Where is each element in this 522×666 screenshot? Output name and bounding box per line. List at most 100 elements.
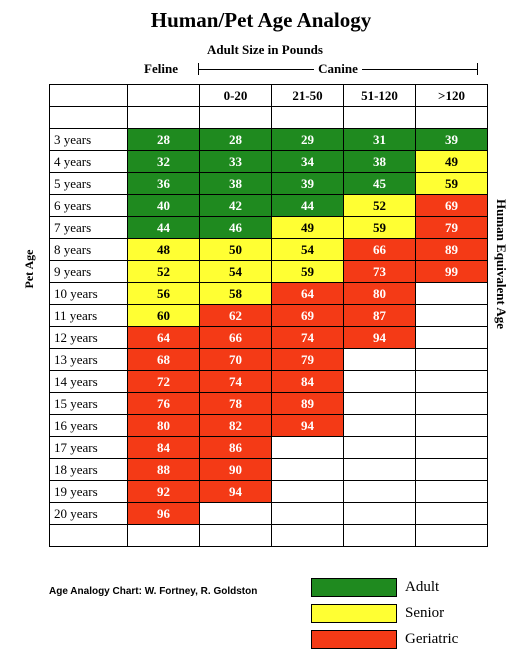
table-row: 5 years 36 38 39 45 59 [49,172,488,195]
chart-title: Human/Pet Age Analogy [150,8,372,32]
legend-swatch-adult [311,577,397,597]
human-age-cell: 69 [271,304,344,327]
legend-item-geriatric: Geriatric [311,626,458,652]
chart-subtitle: Adult Size in Pounds [207,42,323,57]
human-age-cell [415,326,488,349]
human-age-cell [343,414,416,437]
legend-label: Senior [405,604,445,621]
table-row: 6 years 40 42 44 52 69 [49,194,488,217]
column-header: 0-20 [199,84,272,107]
human-age-cell: 70 [199,348,272,371]
table-row: 10 years 56 58 64 80 [49,282,488,305]
legend: Adult Senior Geriatric [311,574,458,652]
pet-age-cell: 17 years [49,436,128,459]
human-age-cell: 52 [127,260,200,283]
human-age-cell [415,502,488,525]
pet-age-cell: 20 years [49,502,128,525]
legend-swatch-geriatric [311,629,397,649]
human-age-cell [271,458,344,481]
human-age-cell: 84 [271,370,344,393]
legend-item-senior: Senior [311,600,458,626]
human-age-cell: 99 [415,260,488,283]
human-age-cell: 39 [271,172,344,195]
human-age-cell: 59 [271,260,344,283]
human-age-cell [343,458,416,481]
human-age-cell [415,282,488,305]
table-row: 11 years 60 62 69 87 [49,304,488,327]
human-age-cell: 32 [127,150,200,173]
column-header: 51-120 [343,84,416,107]
human-age-cell: 42 [199,194,272,217]
table-row: 15 years 76 78 89 [49,392,488,415]
empty-cell [127,524,200,547]
legend-label: Geriatric [405,630,459,647]
human-age-cell: 78 [199,392,272,415]
human-age-cell: 73 [343,260,416,283]
pet-age-axis-label: Pet Age [22,249,36,289]
age-analogy-table: 0-20 21-50 51-120 >120 3 years 28 28 29 31 39 4 ye… [49,84,488,547]
empty-cell [199,106,272,129]
human-age-cell: 34 [271,150,344,173]
column-header [127,84,200,107]
human-age-cell: 44 [127,216,200,239]
empty-cell [415,524,488,547]
chart-credit: Age Analogy Chart: W. Fortney, R. Goldst… [49,586,258,597]
human-age-cell: 45 [343,172,416,195]
human-age-cell: 94 [199,480,272,503]
human-age-cell: 89 [271,392,344,415]
human-age-cell: 74 [199,370,272,393]
human-age-cell: 39 [415,128,488,151]
table-row: 20 years 96 [49,502,488,525]
human-age-cell: 94 [343,326,416,349]
human-age-cell: 64 [127,326,200,349]
pet-age-cell: 18 years [49,458,128,481]
human-age-cell: 82 [199,414,272,437]
human-age-cell: 90 [199,458,272,481]
human-age-cell: 59 [415,172,488,195]
human-age-cell [271,480,344,503]
pet-age-cell: 16 years [49,414,128,437]
empty-cell [271,524,344,547]
human-age-cell: 68 [127,348,200,371]
table-row: 13 years 68 70 79 [49,348,488,371]
human-age-cell [415,370,488,393]
human-age-cell: 38 [199,172,272,195]
human-age-cell: 54 [271,238,344,261]
pet-age-cell: 10 years [49,282,128,305]
empty-cell [49,106,128,129]
canine-bracket-right-tick [477,63,478,75]
human-age-cell: 28 [199,128,272,151]
human-age-cell: 46 [199,216,272,239]
pet-age-cell: 13 years [49,348,128,371]
human-age-cell: 89 [415,238,488,261]
human-age-cell [343,392,416,415]
human-age-cell: 28 [127,128,200,151]
human-age-cell: 33 [199,150,272,173]
pet-age-cell: 4 years [49,150,128,173]
human-age-cell: 96 [127,502,200,525]
human-age-cell: 92 [127,480,200,503]
human-age-cell: 49 [415,150,488,173]
human-age-cell [415,414,488,437]
table-row: 12 years 64 66 74 94 [49,326,488,349]
human-age-cell: 36 [127,172,200,195]
pet-age-cell: 9 years [49,260,128,283]
empty-cell [49,524,128,547]
human-age-cell [415,392,488,415]
human-age-cell: 38 [343,150,416,173]
human-age-cell: 79 [415,216,488,239]
human-age-cell: 80 [127,414,200,437]
pet-age-cell: 6 years [49,194,128,217]
human-age-cell [343,480,416,503]
column-header [49,84,128,107]
human-age-cell: 64 [271,282,344,305]
human-age-cell: 49 [271,216,344,239]
human-age-cell [343,436,416,459]
legend-label: Adult [405,578,440,595]
feline-label: Feline [144,61,178,76]
human-age-cell [415,458,488,481]
human-age-cell [415,348,488,371]
table-row: 8 years 48 50 54 66 89 [49,238,488,261]
canine-label: Canine [314,61,362,76]
human-age-cell [199,502,272,525]
